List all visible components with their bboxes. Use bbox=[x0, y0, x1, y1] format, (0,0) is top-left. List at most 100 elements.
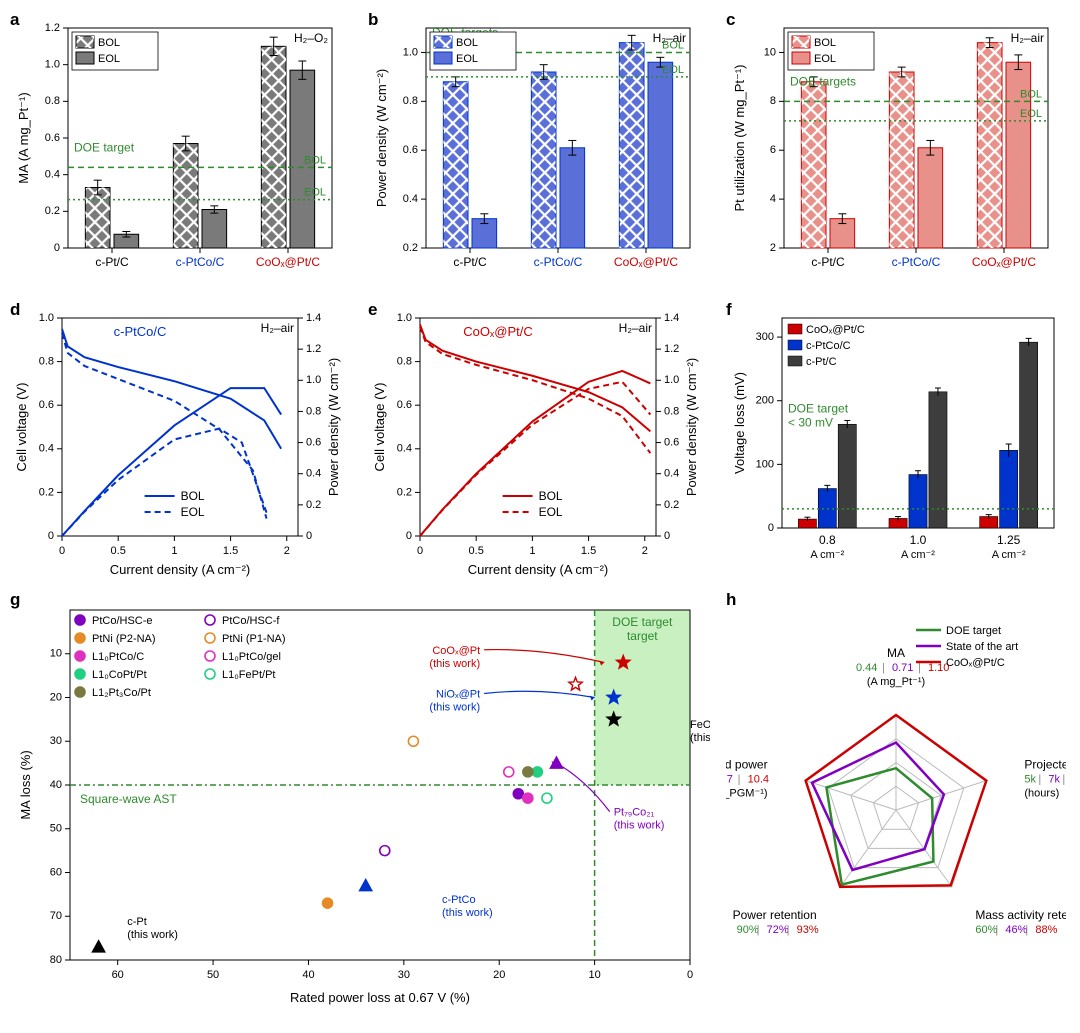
svg-text:0.4: 0.4 bbox=[39, 443, 54, 455]
svg-text:93%: 93% bbox=[797, 924, 819, 936]
svg-text:BOL: BOL bbox=[539, 489, 563, 503]
svg-text:EOL: EOL bbox=[456, 53, 478, 65]
svg-text:c-Pt/C: c-Pt/C bbox=[95, 255, 129, 269]
svg-text:c-PtCo/C: c-PtCo/C bbox=[806, 340, 851, 352]
svg-text:1.4: 1.4 bbox=[664, 312, 679, 324]
svg-text:c-Pt/C: c-Pt/C bbox=[806, 356, 837, 368]
svg-text:|: | bbox=[918, 662, 921, 674]
svg-text:0.8: 0.8 bbox=[403, 95, 418, 107]
panel-e: e00.511.52Current density (A cm⁻²)00.20.… bbox=[368, 300, 712, 580]
svg-text:0.6: 0.6 bbox=[397, 399, 412, 411]
svg-text:1: 1 bbox=[529, 545, 535, 557]
svg-text:Current density (A cm⁻²): Current density (A cm⁻²) bbox=[468, 562, 609, 577]
svg-text:0.5: 0.5 bbox=[469, 545, 484, 557]
svg-text:EOL: EOL bbox=[304, 187, 326, 199]
svg-text:0.5: 0.5 bbox=[111, 545, 126, 557]
svg-text:DOE targets: DOE targets bbox=[790, 74, 856, 88]
svg-text:90%: 90% bbox=[737, 924, 759, 936]
svg-text:30: 30 bbox=[50, 735, 62, 747]
svg-text:1.25: 1.25 bbox=[997, 533, 1021, 547]
svg-text:4: 4 bbox=[770, 193, 776, 205]
svg-text:0.2: 0.2 bbox=[403, 242, 418, 254]
svg-text:(this work): (this work) bbox=[429, 658, 480, 670]
svg-text:|: | bbox=[1038, 773, 1041, 785]
svg-text:Power retention: Power retention bbox=[733, 908, 817, 922]
svg-text:2: 2 bbox=[642, 545, 648, 557]
svg-text:0.4: 0.4 bbox=[664, 468, 679, 480]
svg-text:0: 0 bbox=[306, 530, 312, 542]
svg-text:0.8: 0.8 bbox=[45, 95, 60, 107]
svg-text:(this work): (this work) bbox=[442, 907, 493, 919]
svg-text:BOL: BOL bbox=[1020, 88, 1042, 100]
svg-text:1.0: 1.0 bbox=[403, 46, 418, 58]
svg-text:Cell voltage (V): Cell voltage (V) bbox=[14, 383, 29, 472]
svg-text:0: 0 bbox=[687, 969, 693, 981]
svg-text:MA loss (%): MA loss (%) bbox=[18, 750, 33, 819]
svg-text:H₂–O₂: H₂–O₂ bbox=[294, 31, 328, 45]
svg-text:0.44: 0.44 bbox=[856, 662, 877, 674]
svg-text:6: 6 bbox=[770, 144, 776, 156]
svg-text:0: 0 bbox=[48, 530, 54, 542]
svg-text:PtCo/HSC-e: PtCo/HSC-e bbox=[92, 615, 153, 627]
svg-text:(A mg_Pt⁻¹): (A mg_Pt⁻¹) bbox=[867, 676, 925, 688]
svg-text:L1₂Pt₃Co/Pt: L1₂Pt₃Co/Pt bbox=[92, 687, 151, 699]
svg-text:9.7: 9.7 bbox=[726, 773, 733, 785]
svg-text:L1₀CoPt/Pt: L1₀CoPt/Pt bbox=[92, 669, 147, 681]
svg-text:0.8: 0.8 bbox=[819, 533, 836, 547]
svg-text:EOL: EOL bbox=[1020, 108, 1042, 120]
panel-d: d00.511.52Current density (A cm⁻²)00.20.… bbox=[10, 300, 354, 580]
svg-text:Cell voltage (V): Cell voltage (V) bbox=[372, 383, 387, 472]
svg-text:1.0: 1.0 bbox=[397, 312, 412, 324]
svg-text:DOE target: DOE target bbox=[788, 402, 849, 416]
svg-text:|: | bbox=[882, 662, 885, 674]
svg-text:DOE target: DOE target bbox=[74, 140, 135, 154]
svg-text:40: 40 bbox=[50, 779, 62, 791]
svg-text:|: | bbox=[995, 924, 998, 936]
svg-text:MA (A mg_Pt⁻¹): MA (A mg_Pt⁻¹) bbox=[16, 92, 31, 183]
svg-text:BOL: BOL bbox=[304, 154, 326, 166]
svg-text:H₂–air: H₂–air bbox=[619, 321, 652, 335]
svg-text:20: 20 bbox=[50, 691, 62, 703]
svg-text:1: 1 bbox=[171, 545, 177, 557]
svg-text:Projected lifetime: Projected lifetime bbox=[1024, 757, 1066, 771]
svg-text:CoOₓ@Pt/C: CoOₓ@Pt/C bbox=[614, 255, 678, 269]
svg-text:A cm⁻²: A cm⁻² bbox=[810, 549, 844, 561]
svg-text:c-PtCo/C: c-PtCo/C bbox=[114, 324, 167, 339]
figure-grid: a00.20.40.60.81.01.2MA (A mg_Pt⁻¹)H₂–O₂c… bbox=[10, 10, 1070, 1010]
svg-text:EOL: EOL bbox=[662, 64, 684, 76]
svg-text:10: 10 bbox=[588, 969, 600, 981]
svg-text:A cm⁻²: A cm⁻² bbox=[992, 549, 1026, 561]
svg-text:0: 0 bbox=[406, 530, 412, 542]
svg-text:0: 0 bbox=[664, 530, 670, 542]
svg-text:L1₀FePt/Pt: L1₀FePt/Pt bbox=[222, 669, 275, 681]
svg-text:46%: 46% bbox=[1005, 924, 1027, 936]
svg-text:DOE target: DOE target bbox=[946, 625, 1001, 637]
svg-text:BOL: BOL bbox=[181, 489, 205, 503]
svg-text:1.2: 1.2 bbox=[45, 22, 60, 34]
svg-text:Square-wave AST: Square-wave AST bbox=[80, 792, 177, 806]
svg-text:0: 0 bbox=[768, 522, 774, 534]
svg-text:CoOₓ@Pt/C: CoOₓ@Pt/C bbox=[463, 324, 532, 339]
svg-text:EOL: EOL bbox=[539, 505, 563, 519]
svg-text:c-PtCo/C: c-PtCo/C bbox=[176, 255, 225, 269]
svg-text:NiOₓ@Pt: NiOₓ@Pt bbox=[436, 689, 480, 701]
svg-text:2: 2 bbox=[284, 545, 290, 557]
svg-text:0.4: 0.4 bbox=[403, 193, 418, 205]
svg-text:5k: 5k bbox=[1024, 773, 1036, 785]
svg-text:1.0: 1.0 bbox=[45, 59, 60, 71]
svg-text:0: 0 bbox=[417, 545, 423, 557]
svg-text:50: 50 bbox=[207, 969, 219, 981]
svg-text:BOL: BOL bbox=[456, 37, 478, 49]
svg-text:0.8: 0.8 bbox=[397, 356, 412, 368]
svg-text:Voltage loss (mV): Voltage loss (mV) bbox=[732, 372, 747, 474]
svg-text:0.71: 0.71 bbox=[892, 662, 913, 674]
svg-text:40: 40 bbox=[302, 969, 314, 981]
svg-text:CoOₓ@Pt/C: CoOₓ@Pt/C bbox=[946, 657, 1005, 669]
svg-text:(this work): (this work) bbox=[429, 702, 480, 714]
svg-text:FeOₓ@Pt: FeOₓ@Pt bbox=[690, 719, 710, 731]
svg-text:72%: 72% bbox=[767, 924, 789, 936]
svg-text:target: target bbox=[627, 629, 658, 643]
svg-text:DOE target: DOE target bbox=[612, 615, 673, 629]
svg-text:1.2: 1.2 bbox=[664, 343, 679, 355]
svg-text:Power density (W cm⁻²): Power density (W cm⁻²) bbox=[684, 358, 699, 496]
